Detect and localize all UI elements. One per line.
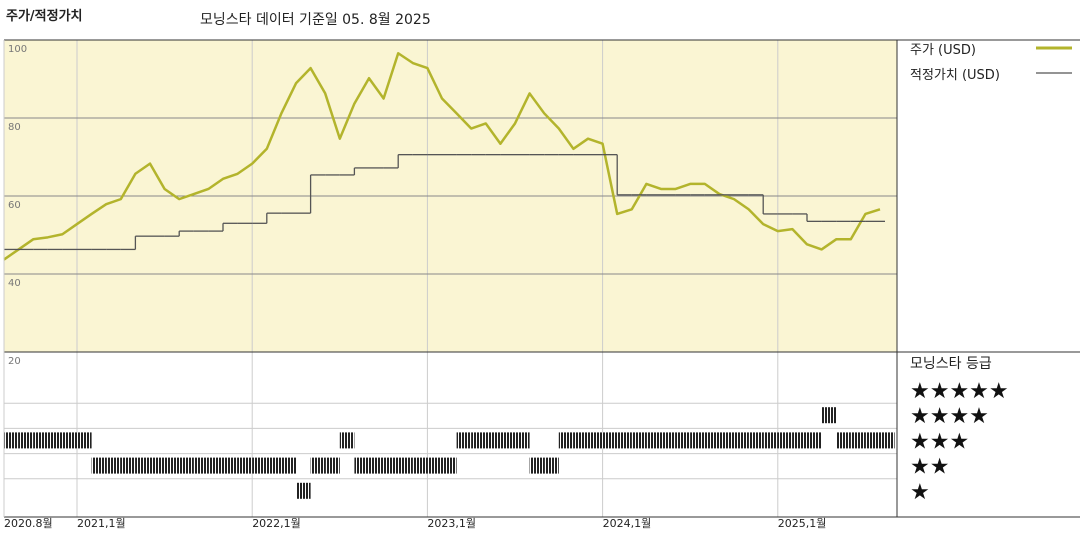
- rating-bar: [179, 457, 194, 474]
- rating-bar: [106, 457, 121, 474]
- rating-bar: [266, 457, 282, 474]
- rating-bar: [719, 432, 734, 449]
- rating-bar: [4, 432, 19, 449]
- rating-bar: [252, 457, 267, 474]
- rating-label: ★★★: [910, 429, 969, 454]
- y-tick-label: 40: [8, 278, 21, 289]
- rating-bar: [456, 432, 472, 449]
- rating-bar: [865, 432, 880, 449]
- y-tick-label: 80: [8, 122, 21, 133]
- rating-bar: [602, 432, 618, 449]
- rating-bar: [588, 432, 603, 449]
- rating-bar: [573, 432, 588, 449]
- x-tick-label: 2025,1월: [778, 517, 827, 530]
- x-tick-label: 2023,1월: [427, 517, 476, 530]
- legend-label: 주가 (USD): [910, 43, 976, 58]
- rating-bar: [120, 457, 136, 474]
- rating-bar: [704, 432, 720, 449]
- rating-bar: [807, 432, 822, 449]
- x-tick-label: 2022,1월: [252, 517, 301, 530]
- rating-bar: [150, 457, 165, 474]
- rating-bar: [821, 407, 837, 424]
- rating-bar: [193, 457, 209, 474]
- rating-bar: [690, 432, 705, 449]
- rating-bar: [529, 457, 545, 474]
- rating-title: 모닝스타 등급: [910, 356, 992, 372]
- rating-bar: [223, 457, 238, 474]
- chart-title: 주가/적정가치: [6, 8, 83, 24]
- rating-bar: [631, 432, 647, 449]
- rating-bar: [850, 432, 866, 449]
- rating-bar: [763, 432, 778, 449]
- rating-bar: [33, 432, 48, 449]
- rating-bar: [734, 432, 749, 449]
- rating-bar: [325, 457, 340, 474]
- y-tick-label: 20: [8, 356, 21, 367]
- rating-bar: [748, 432, 764, 449]
- rating-bar: [310, 457, 326, 474]
- x-tick-label: 2020.8월: [4, 517, 53, 530]
- rating-bar: [412, 457, 428, 474]
- rating-bar: [661, 432, 676, 449]
- rating-bar: [471, 432, 486, 449]
- rating-bar: [383, 457, 399, 474]
- rating-bar: [558, 432, 574, 449]
- rating-bar: [792, 432, 807, 449]
- rating-bar: [237, 457, 253, 474]
- rating-label: ★★: [910, 455, 949, 480]
- rating-bar: [398, 457, 413, 474]
- rating-bar: [427, 457, 442, 474]
- x-tick-label: 2021,1월: [77, 517, 126, 530]
- rating-bar: [77, 432, 92, 449]
- rating-bar: [646, 432, 661, 449]
- rating-bar: [354, 457, 369, 474]
- rating-bar: [281, 457, 296, 474]
- rating-bar: [515, 432, 530, 449]
- y-tick-label: 100: [8, 44, 27, 55]
- rating-bar: [208, 457, 223, 474]
- rating-label: ★: [910, 480, 930, 505]
- rating-bar: [47, 432, 63, 449]
- rating-bar: [339, 432, 355, 449]
- x-tick-label: 2024,1월: [603, 517, 652, 530]
- rating-label: ★★★★: [910, 404, 989, 429]
- price-line: [3, 52, 881, 261]
- rating-bar: [91, 457, 107, 474]
- rating-bar: [880, 432, 895, 449]
- rating-bar: [675, 432, 691, 449]
- rating-bar: [442, 457, 457, 474]
- rating-bar: [164, 457, 180, 474]
- chart-subtitle: 모닝스타 데이터 기준일 05. 8월 2025: [200, 12, 431, 28]
- rating-bar: [296, 482, 311, 499]
- rating-bar: [617, 432, 632, 449]
- rating-bar: [369, 457, 384, 474]
- legend-label: 적정가치 (USD): [910, 68, 1000, 83]
- rating-bar: [18, 432, 34, 449]
- rating-bar: [544, 457, 559, 474]
- y-tick-label: 60: [8, 200, 21, 211]
- rating-bar: [485, 432, 501, 449]
- rating-bar: [836, 432, 851, 449]
- rating-label: ★★★★★: [910, 379, 1009, 404]
- rating-bar: [500, 432, 515, 449]
- rating-bar: [777, 432, 793, 449]
- rating-bar: [62, 432, 77, 449]
- rating-bar: [135, 457, 150, 474]
